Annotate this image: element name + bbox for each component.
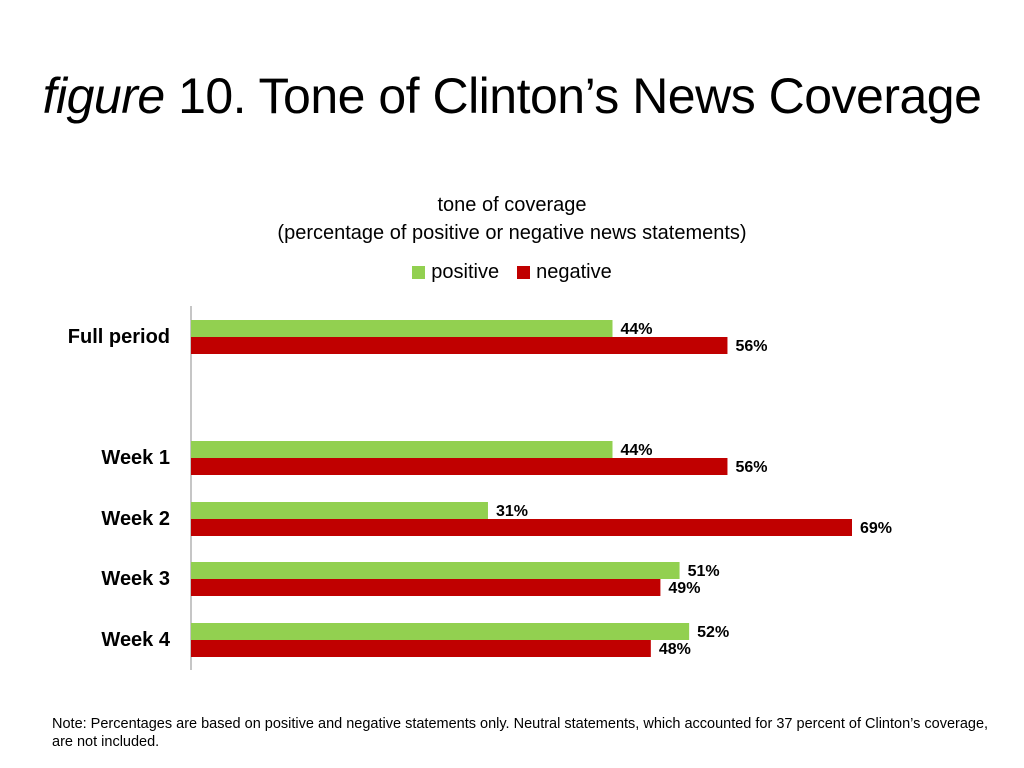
legend-swatch-positive bbox=[412, 265, 426, 279]
data-label-positive: 51% bbox=[688, 563, 720, 580]
bar-positive bbox=[191, 623, 690, 640]
category-label: Week 2 bbox=[101, 508, 170, 530]
legend-item-negative: negative bbox=[517, 259, 612, 285]
data-label-negative: 49% bbox=[668, 580, 700, 597]
data-label-positive: 44% bbox=[621, 442, 653, 459]
data-label-negative: 56% bbox=[735, 338, 767, 355]
figure-prefix: figure bbox=[42, 68, 166, 124]
bar-positive bbox=[191, 441, 613, 458]
bar-positive bbox=[191, 320, 613, 337]
bar-positive bbox=[191, 502, 488, 519]
legend-label-negative: negative bbox=[536, 261, 612, 283]
data-label-positive: 52% bbox=[697, 624, 729, 641]
chart-title: tone of coverage bbox=[437, 194, 587, 216]
bar-positive bbox=[191, 562, 680, 579]
chart-subtitle: (percentage of positive or negative news… bbox=[277, 222, 747, 244]
legend-swatch-negative bbox=[517, 265, 531, 279]
category-label: Week 3 bbox=[101, 568, 170, 590]
data-label-positive: 44% bbox=[621, 321, 653, 338]
bar-negative bbox=[191, 337, 728, 354]
bar-negative bbox=[191, 579, 661, 596]
bar-negative bbox=[191, 640, 651, 657]
category-label: Week 4 bbox=[101, 629, 170, 651]
bar-negative bbox=[191, 519, 852, 536]
footnote: Note: Percentages are based on positive … bbox=[52, 716, 989, 750]
figure-title: figure 10. Tone of Clinton’s News Covera… bbox=[0, 66, 1024, 126]
data-label-negative: 69% bbox=[860, 520, 892, 537]
data-label-negative: 48% bbox=[659, 641, 691, 658]
data-label-positive: 31% bbox=[496, 503, 528, 520]
figure-title-text: 10. Tone of Clinton’s News Coverage bbox=[178, 68, 982, 124]
chart-legend: positive negative bbox=[0, 259, 1024, 285]
category-label: Week 1 bbox=[101, 447, 170, 469]
category-label: Full period bbox=[68, 326, 170, 348]
legend-label-positive: positive bbox=[431, 261, 500, 283]
data-label-negative: 56% bbox=[735, 459, 767, 476]
legend-item-positive: positive bbox=[412, 259, 499, 285]
bar-negative bbox=[191, 458, 728, 475]
